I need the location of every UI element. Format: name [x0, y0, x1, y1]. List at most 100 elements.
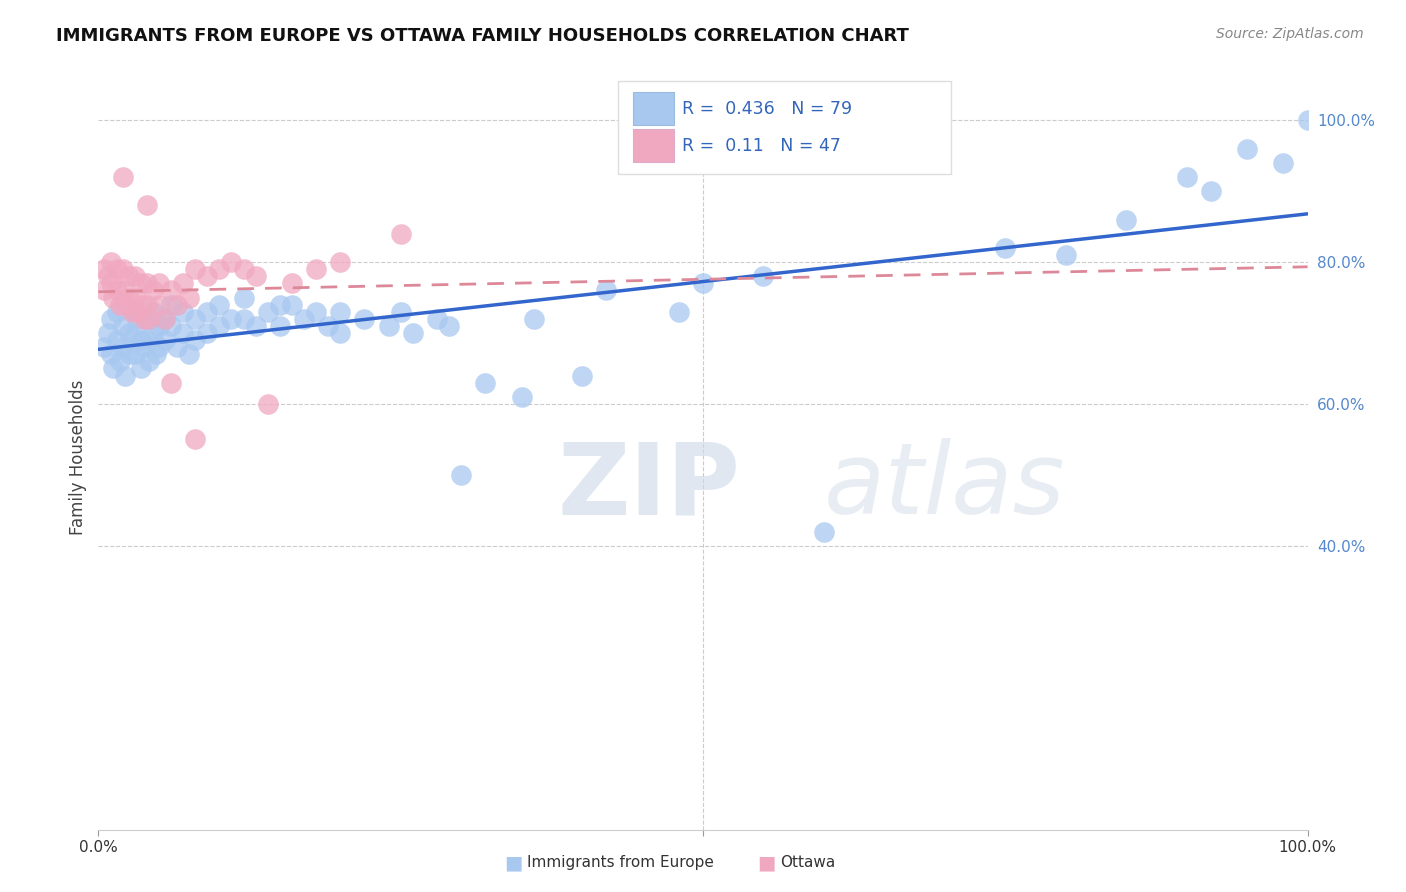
- Point: [353, 311, 375, 326]
- Point: [100, 277, 122, 291]
- Point: [160, 376, 183, 390]
- Point: [105, 262, 128, 277]
- Text: ■: ■: [756, 853, 776, 872]
- Point: [153, 311, 176, 326]
- Point: [129, 277, 152, 291]
- Point: [134, 340, 156, 354]
- Point: [269, 298, 291, 312]
- Point: [1199, 184, 1222, 198]
- Point: [232, 291, 254, 305]
- Text: Source: ZipAtlas.com: Source: ZipAtlas.com: [1216, 27, 1364, 41]
- Y-axis label: Family Households: Family Households: [69, 379, 87, 535]
- Point: [329, 326, 352, 340]
- Point: [124, 347, 146, 361]
- Point: [1272, 155, 1295, 169]
- Point: [208, 262, 231, 277]
- Point: [101, 291, 124, 305]
- Point: [118, 269, 141, 284]
- Point: [813, 524, 835, 539]
- Text: IMMIGRANTS FROM EUROPE VS OTTAWA FAMILY HOUSEHOLDS CORRELATION CHART: IMMIGRANTS FROM EUROPE VS OTTAWA FAMILY …: [56, 27, 910, 45]
- Point: [1296, 113, 1319, 128]
- Point: [108, 354, 131, 368]
- Point: [269, 318, 291, 333]
- Point: [111, 318, 134, 333]
- Point: [135, 277, 157, 291]
- Point: [111, 262, 134, 277]
- Point: [292, 311, 315, 326]
- Point: [160, 298, 183, 312]
- Point: [135, 198, 157, 212]
- Point: [127, 304, 149, 318]
- Point: [148, 318, 170, 333]
- Point: [138, 354, 160, 368]
- FancyBboxPatch shape: [633, 129, 673, 162]
- Point: [692, 277, 714, 291]
- Point: [1175, 169, 1198, 184]
- Point: [668, 304, 690, 318]
- Point: [184, 311, 207, 326]
- Point: [329, 304, 352, 318]
- Point: [129, 333, 152, 347]
- Point: [402, 326, 425, 340]
- Point: [148, 340, 170, 354]
- Point: [221, 311, 243, 326]
- Point: [114, 368, 136, 383]
- Point: [135, 298, 157, 312]
- Point: [124, 326, 146, 340]
- Point: [166, 340, 188, 354]
- Point: [93, 284, 115, 298]
- Point: [121, 304, 143, 318]
- Point: [195, 269, 218, 284]
- Text: Ottawa: Ottawa: [780, 855, 835, 870]
- Point: [281, 277, 304, 291]
- Point: [160, 284, 183, 298]
- Text: ■: ■: [503, 853, 523, 872]
- Point: [437, 318, 460, 333]
- Point: [316, 318, 339, 333]
- Point: [100, 311, 122, 326]
- Point: [135, 311, 157, 326]
- Point: [172, 326, 194, 340]
- Point: [145, 347, 167, 361]
- Point: [142, 284, 165, 298]
- Point: [595, 284, 617, 298]
- Point: [329, 255, 352, 269]
- Text: ZIP: ZIP: [558, 439, 741, 535]
- Point: [134, 311, 156, 326]
- Point: [97, 269, 120, 284]
- Point: [97, 326, 120, 340]
- Point: [100, 255, 122, 269]
- Point: [153, 333, 176, 347]
- Point: [195, 326, 218, 340]
- Point: [124, 304, 146, 318]
- Point: [571, 368, 593, 383]
- Point: [118, 347, 141, 361]
- Text: R =  0.11   N = 47: R = 0.11 N = 47: [682, 136, 841, 155]
- Point: [118, 291, 141, 305]
- Point: [148, 298, 170, 312]
- Text: R =  0.436   N = 79: R = 0.436 N = 79: [682, 100, 852, 118]
- Point: [172, 304, 194, 318]
- Point: [184, 262, 207, 277]
- Point: [179, 347, 201, 361]
- Point: [208, 298, 231, 312]
- Point: [305, 262, 328, 277]
- Point: [305, 304, 328, 318]
- Point: [184, 333, 207, 347]
- Point: [1115, 212, 1137, 227]
- Point: [101, 361, 124, 376]
- FancyBboxPatch shape: [619, 81, 950, 174]
- Point: [138, 311, 160, 326]
- Point: [426, 311, 449, 326]
- Point: [256, 304, 278, 318]
- Point: [1054, 248, 1077, 262]
- Point: [111, 340, 134, 354]
- Point: [105, 304, 128, 318]
- Point: [111, 284, 134, 298]
- Point: [232, 262, 254, 277]
- Point: [118, 326, 141, 340]
- Point: [245, 318, 267, 333]
- Point: [142, 326, 165, 340]
- Text: atlas: atlas: [824, 439, 1066, 535]
- FancyBboxPatch shape: [633, 92, 673, 125]
